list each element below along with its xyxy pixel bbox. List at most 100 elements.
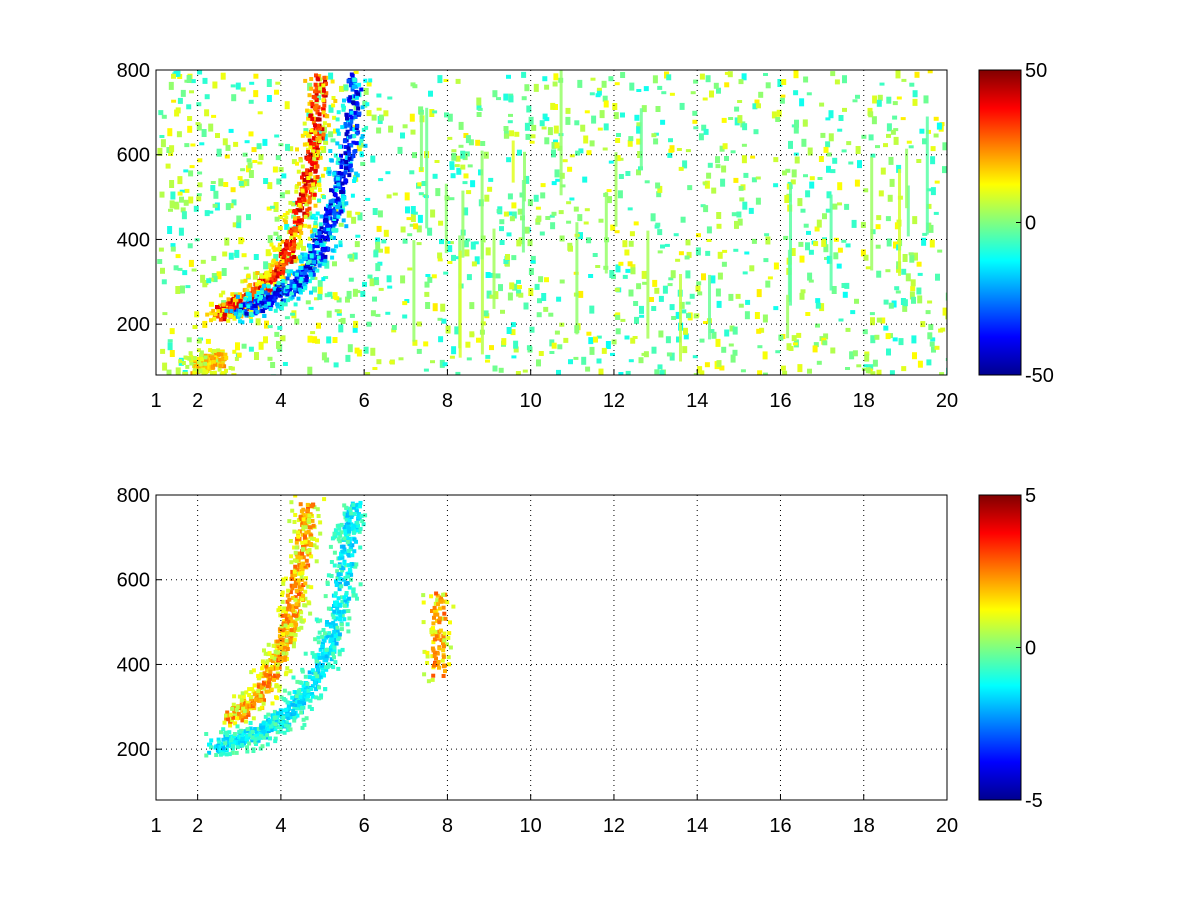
heat-cell: [303, 539, 308, 544]
noise-cell: [738, 79, 744, 85]
heat-cell: [314, 103, 319, 108]
noise-cell: [876, 215, 882, 221]
noise-cell: [345, 296, 350, 303]
heat-cell: [324, 114, 329, 118]
noise-cell: [849, 351, 855, 360]
noise-cell: [202, 320, 208, 328]
heat-cell: [320, 663, 325, 668]
noise-cell: [423, 341, 429, 347]
noise-cell: [362, 281, 367, 287]
bottom-heatmap-plot: [204, 495, 456, 758]
heat-cell: [321, 92, 326, 97]
noise-cell: [710, 275, 716, 284]
heat-cell: [323, 79, 328, 84]
noise-cell: [168, 81, 174, 90]
heat-cell: [263, 290, 268, 295]
heat-cell: [311, 120, 316, 125]
noise-cell: [336, 311, 342, 316]
noise-cell: [343, 84, 349, 91]
heat-cell: [301, 507, 306, 512]
noise-cell: [171, 73, 176, 79]
heat-cell: [433, 662, 438, 667]
noise-cell: [908, 145, 914, 149]
x-tick-label: 6: [359, 815, 370, 837]
noise-cell: [851, 219, 857, 228]
heat-cell: [262, 296, 267, 301]
noise-cell: [204, 210, 210, 217]
noise-cell: [796, 332, 802, 338]
heat-cell: [301, 172, 306, 177]
heat-cell: [338, 240, 343, 245]
heat-cell: [330, 255, 335, 260]
heat-cell: [303, 603, 308, 608]
noise-cell: [637, 151, 643, 158]
noise-cell: [274, 216, 280, 222]
heat-cell: [299, 276, 304, 281]
noise-cell: [562, 159, 568, 163]
noise-cell: [554, 169, 560, 178]
noise-cell: [196, 123, 202, 131]
heat-cell: [298, 290, 303, 295]
noise-cell: [704, 362, 710, 368]
heat-cell: [448, 620, 452, 625]
heat-cell: [347, 542, 352, 547]
noise-cell: [534, 283, 540, 290]
noise-cell: [524, 84, 530, 92]
noise-cell: [416, 321, 422, 327]
noise-cell: [161, 279, 167, 285]
heat-cell: [333, 591, 338, 596]
heat-cell: [256, 684, 261, 689]
heat-cell: [291, 607, 296, 612]
noise-cell: [439, 359, 445, 368]
noise-streak: [639, 108, 643, 171]
heat-cell: [275, 671, 280, 676]
noise-cell: [703, 128, 709, 135]
noise-cell: [666, 74, 672, 81]
heat-cell: [207, 750, 212, 755]
noise-cell: [504, 133, 510, 139]
heat-cell: [299, 270, 304, 275]
noise-cell: [825, 208, 831, 213]
noise-cell: [372, 367, 378, 370]
noise-cell: [410, 129, 416, 135]
heat-cell: [307, 259, 312, 264]
noise-cell: [669, 304, 675, 311]
heat-cell: [303, 188, 308, 193]
noise-cell: [348, 277, 354, 282]
heat-cell: [301, 517, 306, 522]
x-tick-label: 1: [150, 390, 161, 412]
noise-cell: [225, 144, 231, 151]
heat-cell: [259, 294, 263, 299]
heat-cell: [284, 576, 288, 581]
heat-cell: [221, 746, 226, 751]
noise-cell: [513, 346, 519, 353]
noise-cell: [912, 90, 918, 98]
heat-cell: [264, 274, 268, 279]
heat-cell: [441, 635, 446, 640]
heat-cell: [342, 511, 347, 516]
noise-cell: [279, 336, 285, 340]
noise-cell: [195, 122, 201, 126]
heat-cell: [336, 205, 341, 209]
noise-cell: [355, 234, 361, 238]
noise-cell: [218, 178, 224, 187]
heat-cell: [201, 372, 206, 375]
heat-cell: [326, 573, 331, 578]
noise-cell: [891, 300, 897, 308]
y-tick-label: 200: [117, 314, 150, 336]
noise-cell: [583, 135, 589, 144]
noise-cell: [730, 150, 736, 154]
noise-cell: [450, 173, 456, 179]
heat-cell: [307, 279, 312, 284]
noise-cell: [157, 147, 163, 156]
heat-cell: [344, 160, 349, 164]
noise-cell: [443, 79, 449, 82]
noise-cell: [224, 237, 230, 246]
noise-cell: [568, 245, 573, 252]
noise-cell: [608, 160, 614, 164]
heat-cell: [294, 602, 299, 607]
noise-cell: [797, 364, 803, 373]
heat-cell: [352, 549, 357, 554]
heat-cell: [229, 306, 234, 310]
heat-cell: [210, 349, 215, 354]
